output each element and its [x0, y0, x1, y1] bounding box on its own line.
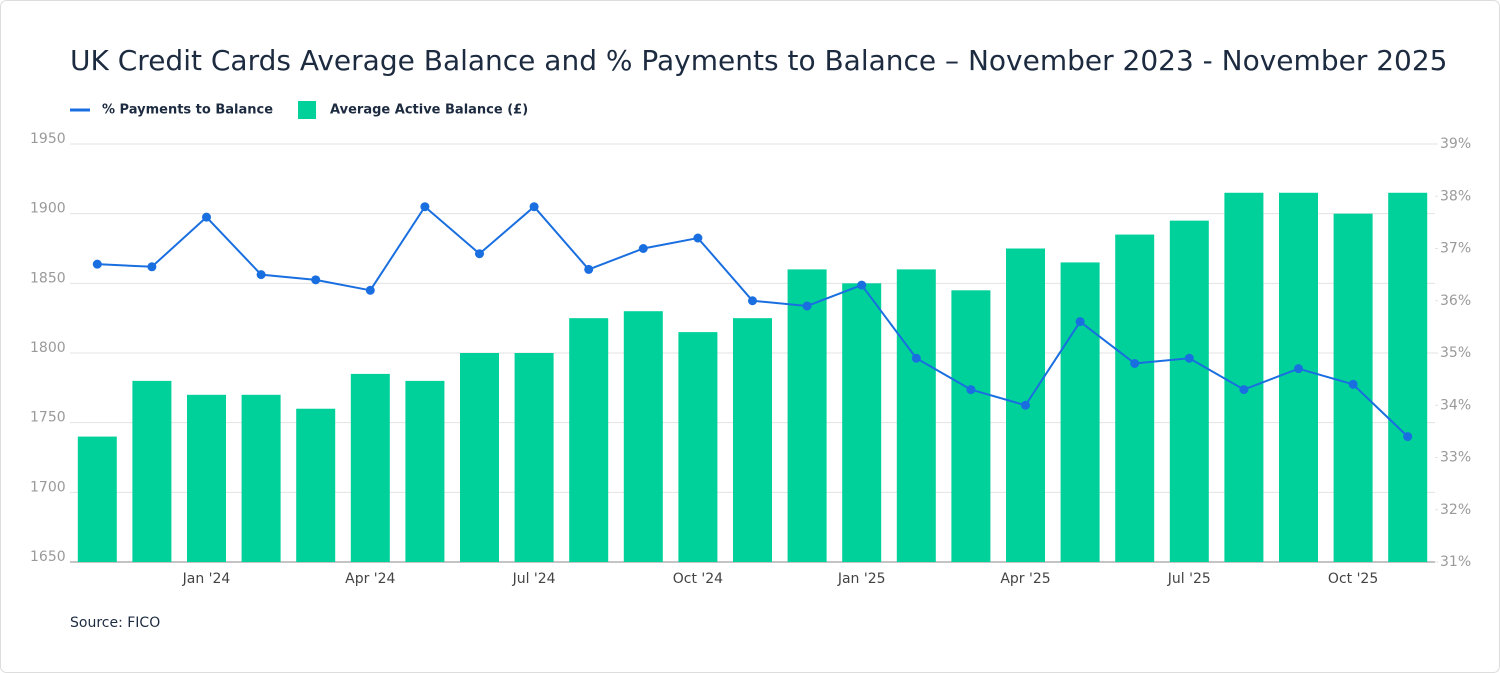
- bar: [951, 290, 991, 562]
- y2-tick-label: 37%: [1440, 241, 1471, 257]
- x-tick-label: Jan '25: [837, 571, 886, 587]
- line-marker: [1348, 379, 1358, 389]
- y2-tick-label: 32%: [1440, 502, 1471, 518]
- bar: [896, 269, 936, 562]
- line-marker: [857, 280, 867, 290]
- line-marker: [638, 244, 648, 253]
- line-marker: [1075, 317, 1085, 327]
- y-tick-label: 1750: [30, 410, 66, 426]
- line-marker: [1184, 353, 1194, 363]
- y2-tick-label: 38%: [1440, 188, 1471, 204]
- bar: [1060, 262, 1100, 562]
- y-tick-label: 1700: [30, 479, 66, 495]
- line-marker: [420, 202, 430, 212]
- y-tick-label: 1850: [30, 270, 66, 286]
- line-marker: [802, 301, 812, 311]
- bar: [569, 318, 609, 562]
- y2-tick-label: 36%: [1440, 293, 1471, 309]
- line-marker: [1294, 364, 1303, 374]
- y2-tick-label: 39%: [1440, 136, 1471, 152]
- bar: [350, 373, 390, 562]
- y2-tick-label: 33%: [1440, 450, 1471, 466]
- bar: [1279, 192, 1318, 562]
- line-marker: [529, 202, 539, 212]
- bar: [623, 311, 663, 562]
- bar: [187, 394, 226, 562]
- y2-tick-label: 35%: [1440, 345, 1471, 361]
- y2-tick-label: 34%: [1440, 397, 1471, 413]
- bar: [678, 332, 718, 562]
- bar: [842, 283, 882, 562]
- legend-swatch: [298, 101, 317, 119]
- bar: [460, 353, 499, 562]
- line-marker: [1403, 432, 1413, 442]
- x-tick-label: Apr '25: [1000, 571, 1050, 587]
- bar: [132, 380, 172, 562]
- line-marker: [966, 385, 976, 395]
- x-tick-label: Jul '25: [1167, 571, 1211, 587]
- line-marker: [92, 259, 102, 269]
- line-marker: [311, 275, 321, 285]
- bar: [296, 408, 336, 562]
- bar: [1169, 220, 1209, 562]
- legend-label: Average Active Balance (£): [330, 103, 528, 118]
- line-marker: [1021, 400, 1030, 410]
- line-marker: [1239, 385, 1249, 395]
- bar: [1115, 234, 1155, 563]
- bar: [405, 380, 445, 562]
- bar: [1224, 192, 1264, 562]
- line-marker: [911, 353, 921, 363]
- line-marker: [202, 212, 211, 222]
- y-tick-label: 1950: [30, 131, 66, 147]
- bar: [241, 394, 281, 562]
- line-marker: [693, 233, 703, 243]
- line-marker: [256, 270, 266, 280]
- line-marker: [1130, 358, 1140, 368]
- x-tick-label: Jul '24: [512, 571, 556, 587]
- x-tick-label: Apr '24: [345, 571, 395, 587]
- bar: [733, 318, 772, 562]
- bar: [77, 436, 117, 562]
- bar: [514, 353, 554, 562]
- y-tick-label: 1800: [30, 340, 66, 356]
- line-marker: [147, 262, 157, 272]
- bar: [787, 269, 827, 562]
- y-tick-label: 1650: [30, 549, 66, 565]
- line-marker: [475, 249, 484, 259]
- bar: [1388, 192, 1428, 562]
- line-marker: [748, 296, 757, 306]
- legend-label: % Payments to Balance: [102, 103, 273, 118]
- y-tick-label: 1900: [30, 201, 66, 217]
- line-marker: [365, 285, 375, 295]
- y2-tick-label: 31%: [1440, 554, 1471, 570]
- x-tick-label: Oct '24: [673, 571, 723, 587]
- x-tick-label: Jan '24: [182, 571, 231, 587]
- x-tick-label: Oct '25: [1328, 571, 1378, 587]
- line-marker: [584, 264, 594, 274]
- chart-title: UK Credit Cards Average Balance and % Pa…: [70, 44, 1447, 77]
- source-note: Source: FICO: [70, 615, 160, 631]
